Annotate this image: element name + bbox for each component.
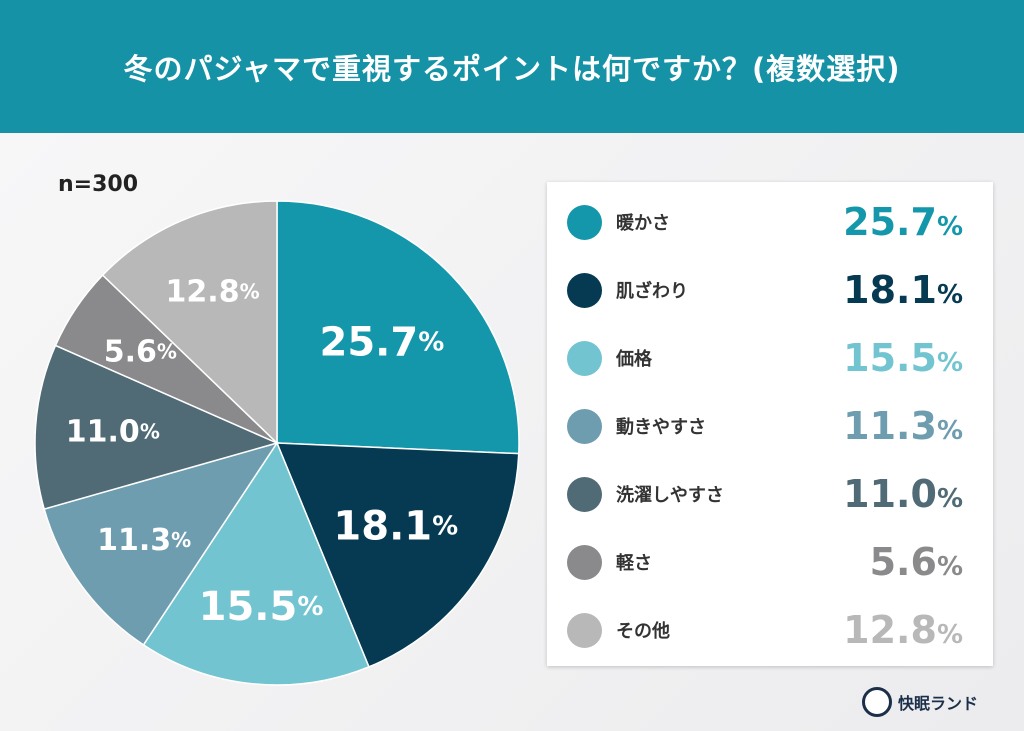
- legend-swatch: [567, 408, 602, 444]
- sample-size: n=300: [58, 172, 139, 197]
- legend-label: 洗濯しやすさ: [616, 485, 724, 506]
- legend-label: 価格: [616, 349, 652, 370]
- legend-value: 12.8%: [843, 608, 963, 652]
- legend-item: 洗濯しやすさ 11.0%: [567, 464, 963, 524]
- pie-label-1: 18.1%: [333, 503, 458, 549]
- pie-slice-0: [276, 200, 520, 455]
- legend-value: 5.6%: [869, 540, 963, 584]
- pie-chart: 25.7% 18.1%15.5%11.3% 11.0% 5.6% 12.8%: [34, 200, 520, 686]
- legend-label: その他: [616, 621, 670, 642]
- pie-slice-2: [142, 441, 370, 686]
- pie-slice-1: [275, 442, 520, 668]
- pie-slice-6: [101, 200, 278, 445]
- legend-value: 15.5%: [843, 336, 963, 380]
- legend-value: 11.3%: [843, 404, 963, 448]
- brand-logo: 快眠ランド: [862, 687, 978, 717]
- pie-label-3: 11.3%: [97, 523, 191, 558]
- legend-label: 軽さ: [616, 553, 652, 574]
- legend-value: 18.1%: [843, 268, 963, 312]
- legend-swatch: [567, 272, 602, 308]
- legend-swatch: [567, 476, 602, 512]
- legend-item: 動きやすさ 11.3%: [567, 396, 963, 456]
- legend-value: 11.0%: [843, 472, 963, 516]
- legend-label: 動きやすさ: [616, 417, 706, 438]
- legend-item: 軽さ 5.6%: [567, 532, 963, 592]
- pie-label-6: 12.8%: [166, 274, 260, 309]
- pie-slice-3: [43, 441, 279, 646]
- legend-item: 暖かさ 25.7%: [567, 192, 963, 252]
- brand-name: 快眠ランド: [898, 694, 979, 713]
- legend-item: 肌ざわり 18.1%: [567, 260, 963, 320]
- pie-label-0: 25.7%: [320, 320, 445, 366]
- brand-logo-icon: [862, 687, 892, 717]
- title-bar: 冬のパジャマで重視するポイントは何ですか？(複数選択): [0, 0, 1024, 133]
- pie-slice-4: [34, 344, 280, 510]
- legend-item: その他 12.8%: [567, 600, 963, 660]
- legend: 暖かさ 25.7% 肌ざわり 18.1% 価格 15.5% 動きやすさ 11.3% 洗濯しやすさ…: [547, 182, 993, 666]
- pie-label-4: 11.0%: [66, 414, 160, 449]
- legend-swatch: [567, 544, 602, 580]
- pie-label-5: 5.6%: [104, 334, 177, 369]
- legend-swatch: [567, 340, 602, 376]
- legend-item: 価格 15.5%: [567, 328, 963, 388]
- legend-label: 暖かさ: [616, 213, 670, 234]
- chart-title: 冬のパジャマで重視するポイントは何ですか？(複数選択): [123, 51, 901, 86]
- pie-label-2: 15.5%: [199, 584, 324, 630]
- legend-swatch: [567, 204, 602, 240]
- legend-swatch: [567, 612, 602, 648]
- legend-value: 25.7%: [843, 200, 963, 244]
- legend-label: 肌ざわり: [616, 281, 688, 302]
